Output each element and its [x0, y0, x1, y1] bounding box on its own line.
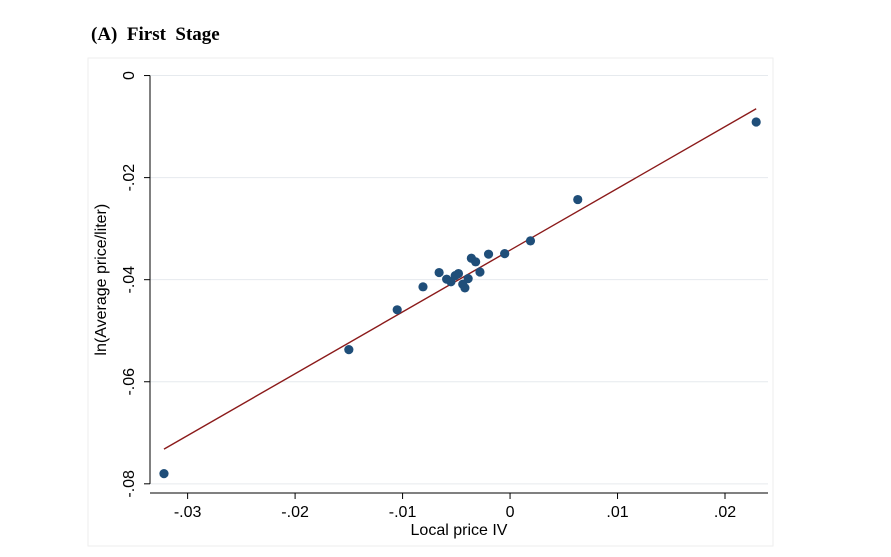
data-point: [460, 283, 470, 293]
data-point: [525, 236, 536, 246]
y-tick-label: -.04: [121, 266, 138, 294]
x-tick-label: .01: [606, 504, 628, 521]
gridlines: [150, 75, 768, 485]
data-point: [344, 344, 354, 355]
panel-title: (A) First Stage: [91, 24, 220, 45]
y-tick-label: -.06: [121, 368, 138, 396]
x-tick-label: .02: [714, 504, 736, 521]
data-point: [475, 267, 485, 277]
data-point: [159, 469, 169, 479]
chart-frame: [87, 57, 774, 547]
data-point: [453, 268, 464, 279]
data-point: [500, 249, 510, 259]
data-point: [483, 249, 494, 259]
data-point: [751, 117, 761, 127]
data-points: [159, 117, 761, 479]
y-axis-title: ln(Average price/liter): [93, 204, 110, 356]
x-axis-title: Local price IV: [411, 522, 508, 539]
y-ticks: 0 -.02 -.04 -.06 -.08: [121, 71, 150, 498]
y-tick-label: -.02: [121, 164, 138, 192]
x-tick-label: -.02: [281, 504, 309, 521]
x-tick-label: -.01: [389, 504, 417, 521]
data-point: [573, 194, 583, 205]
data-point: [418, 282, 428, 292]
data-point: [434, 267, 444, 278]
fit-line: [163, 108, 757, 450]
x-ticks: -.03 -.02 -.01 0 .01 .02: [174, 493, 736, 521]
y-tick-label: 0: [121, 71, 138, 80]
x-tick-label: -.03: [174, 504, 202, 521]
fit-line-group: [163, 108, 757, 450]
data-point: [463, 274, 473, 284]
y-tick-label: -.08: [121, 470, 138, 498]
x-tick-label: 0: [506, 504, 515, 521]
data-point: [471, 257, 481, 267]
data-point: [392, 305, 402, 315]
